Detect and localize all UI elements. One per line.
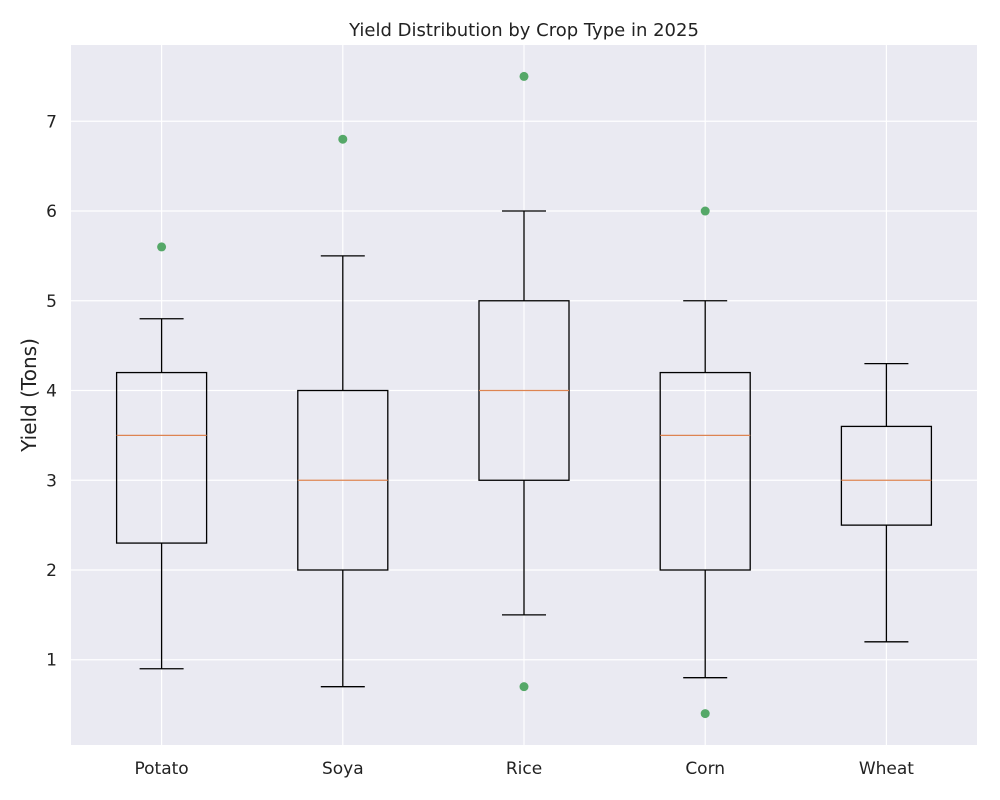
outlier-point xyxy=(338,134,348,144)
box-soya xyxy=(297,134,389,688)
outlier-point xyxy=(157,242,167,252)
y-tick-label: 5 xyxy=(46,292,57,312)
iqr-box xyxy=(840,425,933,526)
box-layer xyxy=(115,71,933,719)
y-tick-label: 3 xyxy=(46,471,57,491)
x-tick-label: Rice xyxy=(506,759,542,779)
outlier-point xyxy=(700,709,710,719)
outlier-point xyxy=(519,71,529,81)
x-tick-label: Soya xyxy=(322,759,364,779)
tick-layer: 1 2 3 4 5 6 7 Potato Soya Rice Corn Wheat xyxy=(46,112,914,779)
y-tick-label: 1 xyxy=(46,651,57,671)
y-axis-label: Yield (Tons) xyxy=(17,338,41,453)
x-tick-label: Corn xyxy=(685,759,725,779)
y-tick-label: 6 xyxy=(46,202,57,222)
box-rice xyxy=(478,71,570,692)
box-potato xyxy=(115,242,208,670)
iqr-box xyxy=(115,371,208,544)
iqr-box xyxy=(659,371,751,571)
y-tick-label: 4 xyxy=(46,382,57,402)
box-wheat xyxy=(840,362,933,643)
y-tick-label: 2 xyxy=(46,561,57,581)
outlier-point xyxy=(519,682,529,692)
box-corn xyxy=(659,206,751,719)
y-tick-label: 7 xyxy=(46,112,57,132)
x-tick-label: Wheat xyxy=(859,759,914,779)
x-tick-label: Potato xyxy=(134,759,188,779)
outlier-point xyxy=(700,206,710,216)
chart-title: Yield Distribution by Crop Type in 2025 xyxy=(348,20,699,41)
